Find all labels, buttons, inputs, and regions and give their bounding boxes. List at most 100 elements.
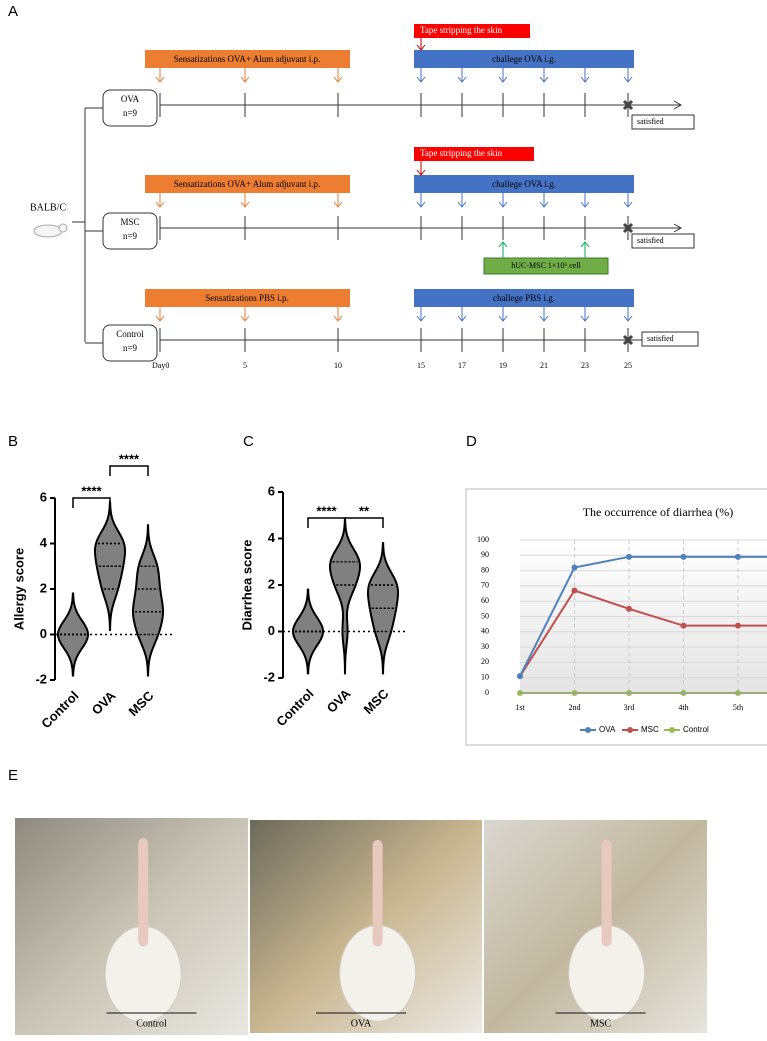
legend-label: MSC — [641, 725, 659, 734]
arrow-head — [623, 315, 633, 322]
group-box — [102, 212, 158, 250]
series-point — [571, 587, 578, 594]
y-tick-label: 80 — [481, 565, 489, 574]
panel-label: E — [8, 767, 18, 784]
x-tick-label: 4th — [678, 703, 688, 712]
photo-caption: Control — [136, 1018, 167, 1029]
treatment-bar — [483, 257, 609, 275]
arrow-head — [457, 76, 467, 83]
mouse-icon — [58, 223, 68, 233]
y-tick-label: 4 — [268, 530, 276, 545]
arrow-head — [498, 201, 508, 208]
x-tick-label: MSC — [126, 688, 157, 719]
y-tick-label: 0 — [268, 623, 275, 638]
mouse-icon — [33, 224, 63, 238]
sig-label: **** — [81, 483, 102, 498]
series-point — [735, 553, 741, 560]
tape-text: Tape stripping the skin — [420, 148, 503, 158]
y-tick-label: 10 — [481, 673, 489, 682]
end-mark — [622, 222, 634, 234]
violin — [366, 542, 400, 675]
group-box — [102, 324, 158, 362]
panel-b: -2 0 2 4 6 Allergy score Control OVA MSC **** **** — [11, 451, 173, 731]
arrow-head — [673, 223, 683, 233]
end-mark — [622, 334, 634, 346]
sensitization-text: Sensatizations OVA+ Alum adjuvant i.p. — [174, 54, 320, 64]
arrow-head — [580, 201, 590, 208]
challenge-bar — [414, 175, 634, 193]
arrow-head — [580, 315, 590, 322]
day-label: 17 — [458, 361, 466, 370]
y-tick-label: 40 — [481, 627, 489, 636]
arrow-head — [155, 201, 165, 208]
y-axis-title: Diarrhea score — [239, 539, 254, 630]
series-line — [519, 555, 767, 677]
end-box — [631, 114, 695, 130]
y-tick-label: 6 — [268, 483, 275, 498]
challenge-bar — [414, 50, 634, 68]
legend-marker — [627, 727, 633, 733]
y-tick-label: 4 — [40, 535, 48, 550]
arrow-head — [580, 241, 590, 248]
group-n: n=9 — [123, 108, 138, 118]
arrow-head — [333, 315, 343, 322]
sig-bracket — [72, 497, 111, 508]
y-tick-label: -2 — [35, 671, 47, 686]
day-label: 15 — [417, 361, 425, 370]
arrow-head — [155, 315, 165, 322]
day-label: 19 — [499, 361, 507, 370]
series-point — [626, 553, 632, 560]
series-point — [626, 605, 632, 612]
x-tick-label: Control — [38, 688, 81, 731]
chart-title: The occurrence of diarrhea (%) — [583, 505, 734, 519]
day-label: 5 — [243, 361, 247, 370]
y-tick-label: 6 — [40, 489, 47, 504]
x-tick-label: OVA — [324, 686, 354, 716]
y-tick-label: 0 — [485, 688, 489, 697]
sensitization-bar — [145, 289, 350, 307]
arrow-head — [416, 44, 426, 51]
sig-label: ** — [359, 503, 370, 518]
y-tick-label: 20 — [481, 657, 489, 666]
day-label: Day0 — [152, 361, 169, 370]
y-tick-label: 2 — [40, 580, 47, 595]
tape-text: Tape stripping the skin — [420, 25, 503, 35]
challenge-text: challege OVA i.g. — [492, 179, 556, 189]
end-text: satisfied — [637, 236, 664, 245]
y-tick-label: 100 — [477, 535, 489, 544]
group-n: n=9 — [123, 231, 138, 241]
challenge-bar — [414, 289, 634, 307]
arrow-head — [673, 100, 683, 110]
arrow-head — [623, 201, 633, 208]
strain-label: BALB/C — [30, 202, 66, 213]
arrow-head — [333, 76, 343, 83]
series-point — [680, 622, 687, 629]
panel-label: C — [243, 433, 254, 450]
photo-caption: OVA — [351, 1018, 372, 1029]
sensitization-text: Sensatizations OVA+ Alum adjuvant i.p. — [174, 179, 320, 189]
y-tick-label: 0 — [40, 626, 47, 641]
day-label: 25 — [624, 361, 632, 370]
arrow-head — [240, 315, 250, 322]
y-axis-title: Allergy score — [11, 548, 26, 630]
arrow-head — [580, 76, 590, 83]
y-tick-label: 70 — [481, 581, 489, 590]
sensitization-bar — [145, 175, 350, 193]
sensitization-text: Sensatizations PBS i.p. — [205, 293, 289, 303]
y-tick-label: 2 — [268, 576, 275, 591]
panel-label: A — [8, 3, 18, 20]
panel-d: The occurrence of diarrhea (%) 0 10 20 30 40 5… — [465, 488, 767, 746]
arrow-head — [240, 76, 250, 83]
arrow-head — [416, 315, 426, 322]
x-tick-label: 3rd — [624, 703, 635, 712]
photo-tail — [138, 838, 149, 947]
violin — [328, 518, 362, 675]
arrow-head — [539, 201, 549, 208]
treatment-text: hUC-MSC 1×10⁶ cell — [511, 261, 581, 270]
challenge-text: challege OVA i.g. — [492, 54, 556, 64]
arrow-head — [457, 315, 467, 322]
day-label: 10 — [334, 361, 342, 370]
